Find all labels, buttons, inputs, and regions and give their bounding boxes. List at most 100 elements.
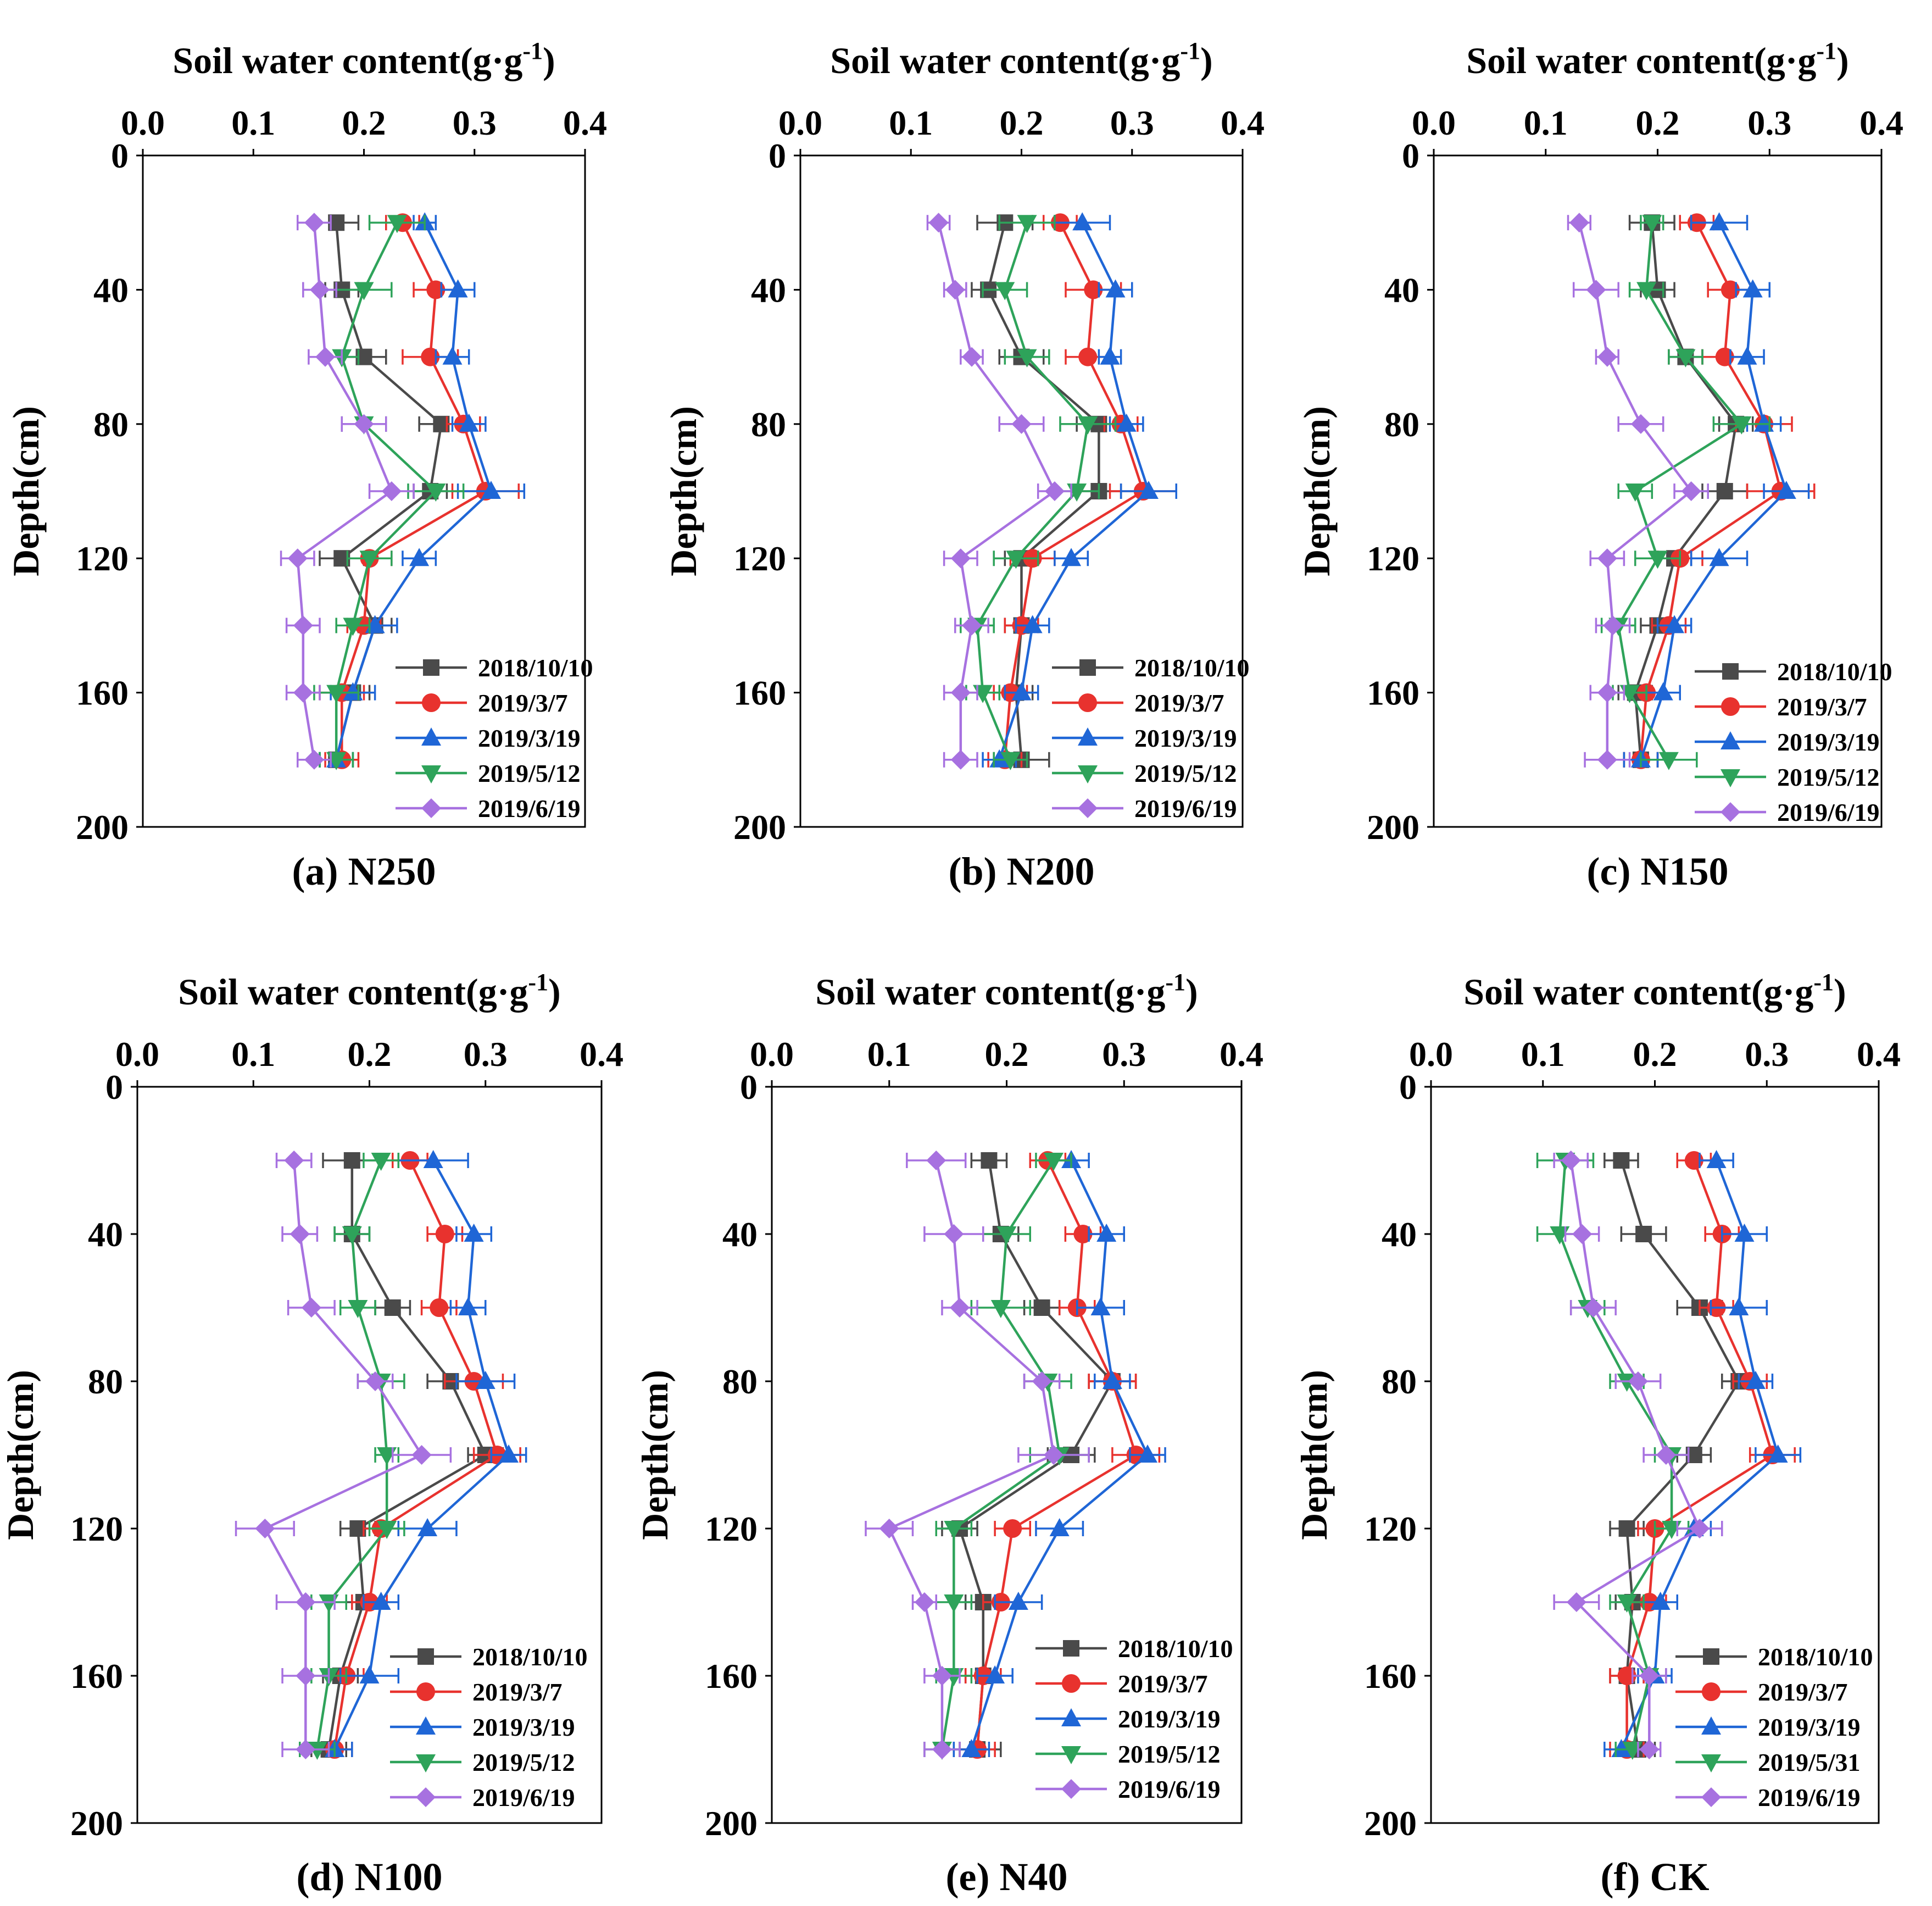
data-point [377, 1521, 397, 1539]
y-tick-label: 80 [88, 1362, 123, 1401]
data-point [1597, 548, 1617, 569]
data-point [1603, 615, 1623, 636]
x-tick-label: 0.1 [1524, 103, 1568, 142]
data-point [1628, 1371, 1648, 1391]
data-point [996, 1226, 1017, 1244]
legend-marker [1721, 697, 1740, 716]
data-point [381, 481, 402, 501]
x-tick-label: 0.0 [1412, 103, 1456, 142]
y-tick-label: 120 [1367, 539, 1419, 578]
data-point [990, 1300, 1011, 1318]
data-point [973, 685, 993, 703]
x-tick-label: 0.3 [453, 103, 497, 142]
legend-label: 2019/6/19 [472, 1783, 575, 1811]
legend-label: 2019/5/12 [478, 759, 581, 787]
data-point [1049, 1518, 1070, 1536]
data-point [944, 1594, 964, 1613]
legend-marker [1078, 798, 1098, 818]
y-axis-title: Depth(cm) [1296, 406, 1338, 576]
legend-label: 2019/3/7 [1134, 689, 1224, 717]
x-tick-label: 0.2 [985, 1035, 1029, 1074]
data-point [287, 548, 308, 569]
y-tick-label: 0 [1399, 1068, 1417, 1107]
y-tick-label: 120 [76, 539, 129, 578]
x-tick-label: 0.3 [1745, 1035, 1789, 1074]
data-point [1681, 481, 1701, 501]
x-tick-label: 0.1 [231, 103, 275, 142]
legend: 2018/10/10 2019/3/7 2019/3/19 2019/5/12 2019… [1052, 654, 1250, 823]
x-tick-label: 0.3 [1102, 1035, 1146, 1074]
x-tick-label: 0.3 [1747, 103, 1791, 142]
series-2019-6-19 [235, 1151, 452, 1759]
y-tick-label: 80 [722, 1362, 758, 1401]
data-point [326, 685, 347, 703]
y-tick-label: 120 [70, 1509, 123, 1548]
legend-label: 2018/10/10 [472, 1643, 588, 1671]
data-point [961, 347, 982, 367]
data-point [435, 1225, 454, 1243]
x-tick-label: 0.4 [580, 1035, 623, 1074]
data-point [304, 749, 324, 770]
data-point [1078, 416, 1098, 435]
data-point [950, 749, 971, 770]
y-tick-label: 0 [740, 1068, 758, 1107]
y-tick-label: 200 [1364, 1804, 1417, 1843]
x-tick-label: 0.0 [778, 103, 822, 142]
legend-marker [416, 1682, 435, 1701]
data-point [1116, 413, 1137, 432]
data-point [293, 615, 313, 636]
y-tick-label: 80 [93, 405, 129, 444]
x-axis-title: Soil water content(g·g-1) [172, 37, 555, 81]
x-tick-label: 0.4 [563, 103, 607, 142]
data-point [944, 1224, 964, 1244]
data-point [1008, 1592, 1028, 1610]
data-point [458, 1297, 478, 1315]
data-point [1642, 215, 1662, 234]
data-point [426, 484, 446, 502]
data-point [289, 1224, 310, 1244]
legend-marker [421, 727, 441, 746]
data-point [1742, 279, 1763, 298]
legend-marker [1721, 769, 1740, 787]
data-point [1090, 1297, 1111, 1315]
plot-frame [136, 1086, 603, 1824]
data-point [296, 1592, 316, 1612]
legend-marker [416, 1787, 436, 1807]
data-point [1768, 1444, 1788, 1463]
data-point [387, 215, 407, 234]
legend: 2018/10/10 2019/3/7 2019/3/19 2019/5/12 2019… [1695, 658, 1892, 826]
data-point [296, 1740, 316, 1759]
legend-label: 2019/3/19 [472, 1713, 575, 1741]
y-tick-label: 200 [70, 1804, 123, 1843]
data-point [296, 1666, 316, 1686]
legend-label: 2019/3/7 [478, 689, 568, 717]
x-tick-label: 0.4 [1220, 1035, 1263, 1074]
legend-marker [1078, 727, 1098, 746]
legend-marker [1062, 1674, 1081, 1693]
data-point [1033, 1299, 1050, 1316]
legend: 2018/10/10 2019/3/7 2019/3/19 2019/5/12 2019… [1035, 1635, 1233, 1803]
y-axis-title: Depth(cm) [1293, 1370, 1335, 1540]
data-point [932, 1740, 952, 1759]
legend-label: 2019/5/12 [1134, 759, 1237, 787]
data-point [932, 1666, 952, 1686]
panel-c-n150: 0.0 0.1 0.2 0.3 0.4 0 40 80 120 160 200 Soil water … [1296, 37, 1903, 893]
y-tick-label: 200 [76, 808, 129, 847]
x-axis-title: Soil water content(g·g-1) [1466, 37, 1849, 81]
data-point [985, 1665, 1005, 1683]
data-point [1022, 615, 1043, 634]
legend-marker [1078, 693, 1097, 712]
data-point [1072, 212, 1093, 231]
series-2019-6-19 [1567, 213, 1709, 770]
data-point [343, 618, 363, 636]
y-tick-label: 200 [733, 808, 786, 847]
data-point [342, 1226, 362, 1244]
data-point [1550, 1226, 1570, 1244]
data-point [1662, 1521, 1682, 1539]
legend-label: 2018/10/10 [1758, 1643, 1873, 1671]
y-tick-label: 160 [705, 1657, 758, 1696]
data-point [1032, 1371, 1052, 1391]
data-point [1006, 551, 1026, 569]
y-tick-label: 40 [1384, 270, 1419, 309]
legend-marker [1079, 659, 1096, 676]
